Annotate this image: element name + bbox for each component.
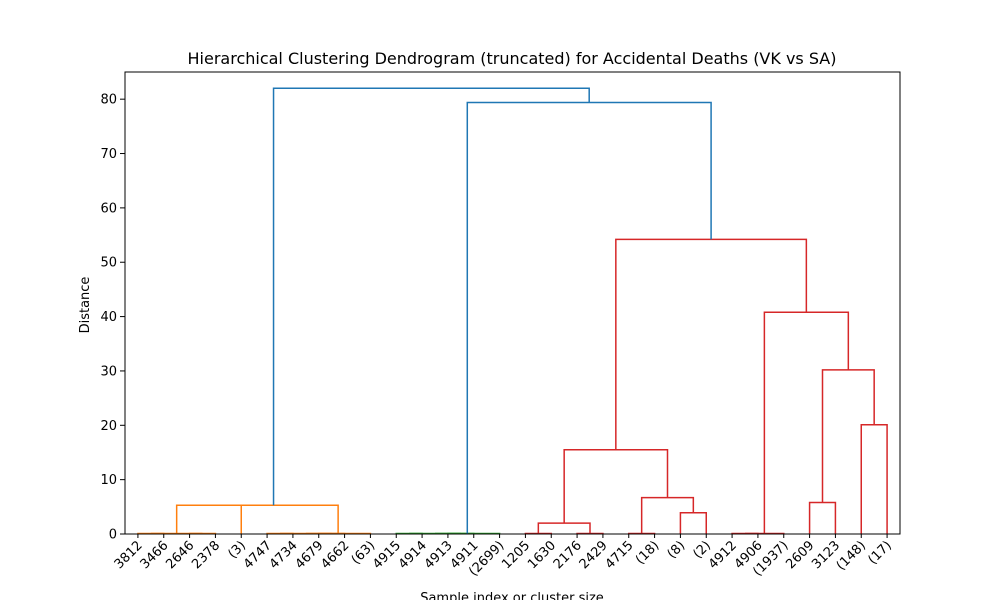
- dendrogram-link: [175, 504, 242, 534]
- x-tick-label: (18): [633, 538, 662, 567]
- x-tick-label: 4715: [603, 538, 637, 572]
- x-tick-label: 2609: [783, 538, 817, 572]
- dendrogram-link: [537, 522, 591, 534]
- plot-frame: [124, 71, 901, 535]
- x-tick-label: 2176: [551, 538, 585, 572]
- y-tick-label: 40: [100, 310, 117, 325]
- x-tick-label: 4915: [370, 538, 404, 572]
- dendrogram-link: [466, 101, 712, 534]
- dendrogram-link: [640, 496, 695, 534]
- dendrogram-link: [763, 311, 850, 534]
- dendrogram-link: [821, 369, 875, 503]
- dendrogram-link: [679, 512, 707, 534]
- y-tick-label: 60: [100, 201, 117, 216]
- x-tick-label: 4914: [396, 538, 430, 572]
- dendrogram-link: [808, 501, 837, 534]
- x-tick-label: 4679: [293, 538, 327, 572]
- x-tick-label: 2429: [577, 538, 611, 572]
- y-axis-label: Distance: [78, 277, 93, 334]
- x-tick-label: 2378: [189, 538, 223, 572]
- dendrogram-link: [272, 87, 590, 506]
- y-tick-label: 20: [100, 419, 117, 434]
- x-tick-label: 2646: [163, 538, 197, 572]
- x-tick-label: 1205: [499, 538, 533, 572]
- y-axis-ticks: 0 10 20 30 40 50 60 70 80: [100, 93, 125, 543]
- x-tick-label: 1630: [525, 538, 559, 572]
- x-tick-label: 4913: [422, 538, 456, 572]
- x-tick-label: 3812: [112, 538, 146, 572]
- y-tick-label: 70: [100, 147, 117, 162]
- x-axis-label: Sample index or cluster size: [420, 591, 604, 600]
- x-tick-label: 3466: [138, 538, 172, 572]
- y-tick-label: 10: [100, 473, 117, 488]
- x-tick-label: 4912: [706, 538, 740, 572]
- dendrogram-link: [563, 449, 669, 524]
- dendrogram-link: [208, 504, 339, 534]
- x-tick-label: (8): [665, 538, 689, 562]
- x-tick-label: (148): [834, 538, 869, 573]
- y-tick-label: 80: [100, 93, 117, 108]
- x-tick-label: 4747: [241, 538, 275, 572]
- y-tick-label: 50: [100, 256, 117, 271]
- dendrogram-link: [615, 238, 808, 450]
- chart-title: Hierarchical Clustering Dendrogram (trun…: [188, 49, 837, 68]
- x-tick-label: 4734: [267, 538, 301, 572]
- y-tick-label: 0: [109, 528, 117, 543]
- x-tick-label: 4662: [318, 538, 352, 572]
- y-tick-label: 30: [100, 364, 117, 379]
- dendrogram-links: [137, 87, 888, 535]
- x-tick-label: (17): [865, 538, 894, 567]
- dendrogram-link: [860, 424, 888, 534]
